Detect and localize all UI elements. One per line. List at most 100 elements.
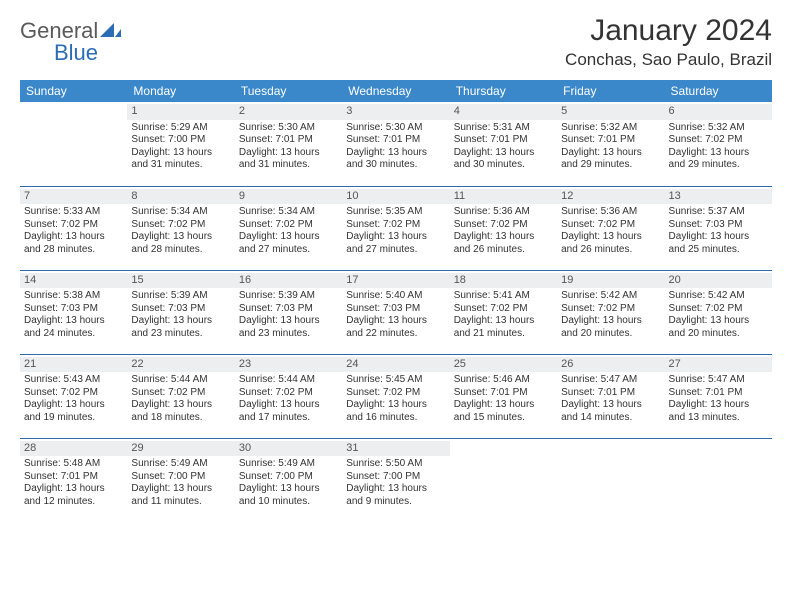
calendar-cell: 15Sunrise: 5:39 AMSunset: 7:03 PMDayligh… bbox=[127, 270, 234, 354]
weekday-header-row: Sunday Monday Tuesday Wednesday Thursday… bbox=[20, 80, 772, 102]
daylight-text: Daylight: 13 hours and 20 minutes. bbox=[561, 315, 660, 340]
calendar-cell: 25Sunrise: 5:46 AMSunset: 7:01 PMDayligh… bbox=[450, 354, 557, 438]
logo-text-blue: Blue bbox=[54, 40, 98, 65]
calendar-cell: 22Sunrise: 5:44 AMSunset: 7:02 PMDayligh… bbox=[127, 354, 234, 438]
day-number: 26 bbox=[557, 357, 664, 373]
daylight-text: Daylight: 13 hours and 28 minutes. bbox=[24, 231, 123, 256]
day-number: 19 bbox=[557, 273, 664, 289]
day-number: 18 bbox=[450, 273, 557, 289]
daylight-text: Daylight: 13 hours and 17 minutes. bbox=[239, 399, 338, 424]
sunset-text: Sunset: 7:00 PM bbox=[131, 134, 230, 147]
day-number: 7 bbox=[20, 189, 127, 205]
sunrise-text: Sunrise: 5:44 AM bbox=[131, 374, 230, 387]
calendar-week-row: 14Sunrise: 5:38 AMSunset: 7:03 PMDayligh… bbox=[20, 270, 772, 354]
calendar-table: Sunday Monday Tuesday Wednesday Thursday… bbox=[20, 80, 772, 522]
daylight-text: Daylight: 13 hours and 30 minutes. bbox=[346, 147, 445, 172]
day-number: 30 bbox=[235, 441, 342, 457]
calendar-cell: 20Sunrise: 5:42 AMSunset: 7:02 PMDayligh… bbox=[665, 270, 772, 354]
calendar-cell: 12Sunrise: 5:36 AMSunset: 7:02 PMDayligh… bbox=[557, 186, 664, 270]
calendar-cell: 1Sunrise: 5:29 AMSunset: 7:00 PMDaylight… bbox=[127, 102, 234, 186]
sunset-text: Sunset: 7:03 PM bbox=[346, 303, 445, 316]
calendar-cell: 16Sunrise: 5:39 AMSunset: 7:03 PMDayligh… bbox=[235, 270, 342, 354]
sunset-text: Sunset: 7:01 PM bbox=[24, 471, 123, 484]
day-number: 8 bbox=[127, 189, 234, 205]
sunrise-text: Sunrise: 5:30 AM bbox=[346, 122, 445, 135]
sunrise-text: Sunrise: 5:45 AM bbox=[346, 374, 445, 387]
daylight-text: Daylight: 13 hours and 28 minutes. bbox=[131, 231, 230, 256]
sunrise-text: Sunrise: 5:35 AM bbox=[346, 206, 445, 219]
calendar-week-row: 28Sunrise: 5:48 AMSunset: 7:01 PMDayligh… bbox=[20, 438, 772, 522]
calendar-cell: 4Sunrise: 5:31 AMSunset: 7:01 PMDaylight… bbox=[450, 102, 557, 186]
location: Conchas, Sao Paulo, Brazil bbox=[565, 50, 772, 70]
calendar-cell: 29Sunrise: 5:49 AMSunset: 7:00 PMDayligh… bbox=[127, 438, 234, 522]
calendar-cell: 11Sunrise: 5:36 AMSunset: 7:02 PMDayligh… bbox=[450, 186, 557, 270]
sunrise-text: Sunrise: 5:39 AM bbox=[131, 290, 230, 303]
calendar-cell: 14Sunrise: 5:38 AMSunset: 7:03 PMDayligh… bbox=[20, 270, 127, 354]
sunrise-text: Sunrise: 5:49 AM bbox=[131, 458, 230, 471]
sunset-text: Sunset: 7:02 PM bbox=[561, 303, 660, 316]
day-number: 5 bbox=[557, 104, 664, 120]
calendar-cell: 3Sunrise: 5:30 AMSunset: 7:01 PMDaylight… bbox=[342, 102, 449, 186]
daylight-text: Daylight: 13 hours and 11 minutes. bbox=[131, 483, 230, 508]
day-number: 10 bbox=[342, 189, 449, 205]
sunset-text: Sunset: 7:02 PM bbox=[24, 219, 123, 232]
sunset-text: Sunset: 7:02 PM bbox=[454, 303, 553, 316]
sunrise-text: Sunrise: 5:50 AM bbox=[346, 458, 445, 471]
sunrise-text: Sunrise: 5:48 AM bbox=[24, 458, 123, 471]
daylight-text: Daylight: 13 hours and 25 minutes. bbox=[669, 231, 768, 256]
daylight-text: Daylight: 13 hours and 16 minutes. bbox=[346, 399, 445, 424]
daylight-text: Daylight: 13 hours and 13 minutes. bbox=[669, 399, 768, 424]
daylight-text: Daylight: 13 hours and 30 minutes. bbox=[454, 147, 553, 172]
calendar-cell: 8Sunrise: 5:34 AMSunset: 7:02 PMDaylight… bbox=[127, 186, 234, 270]
title-block: January 2024 Conchas, Sao Paulo, Brazil bbox=[565, 14, 772, 70]
day-number: 1 bbox=[127, 104, 234, 120]
sunrise-text: Sunrise: 5:44 AM bbox=[239, 374, 338, 387]
logo: GeneralBlue bbox=[20, 20, 122, 64]
day-number: 13 bbox=[665, 189, 772, 205]
calendar-cell: 23Sunrise: 5:44 AMSunset: 7:02 PMDayligh… bbox=[235, 354, 342, 438]
weekday-header: Tuesday bbox=[235, 80, 342, 102]
sunset-text: Sunset: 7:02 PM bbox=[346, 387, 445, 400]
weekday-header: Friday bbox=[557, 80, 664, 102]
sunrise-text: Sunrise: 5:43 AM bbox=[24, 374, 123, 387]
daylight-text: Daylight: 13 hours and 29 minutes. bbox=[669, 147, 768, 172]
sunrise-text: Sunrise: 5:41 AM bbox=[454, 290, 553, 303]
weekday-header: Monday bbox=[127, 80, 234, 102]
calendar-cell: 6Sunrise: 5:32 AMSunset: 7:02 PMDaylight… bbox=[665, 102, 772, 186]
calendar-cell bbox=[20, 102, 127, 186]
sunset-text: Sunset: 7:01 PM bbox=[561, 387, 660, 400]
sunset-text: Sunset: 7:00 PM bbox=[346, 471, 445, 484]
sunset-text: Sunset: 7:01 PM bbox=[561, 134, 660, 147]
daylight-text: Daylight: 13 hours and 26 minutes. bbox=[561, 231, 660, 256]
calendar-cell bbox=[557, 438, 664, 522]
sunrise-text: Sunrise: 5:39 AM bbox=[239, 290, 338, 303]
month-title: January 2024 bbox=[565, 14, 772, 48]
day-number: 11 bbox=[450, 189, 557, 205]
daylight-text: Daylight: 13 hours and 14 minutes. bbox=[561, 399, 660, 424]
calendar-cell: 9Sunrise: 5:34 AMSunset: 7:02 PMDaylight… bbox=[235, 186, 342, 270]
daylight-text: Daylight: 13 hours and 12 minutes. bbox=[24, 483, 123, 508]
day-number: 22 bbox=[127, 357, 234, 373]
sunrise-text: Sunrise: 5:40 AM bbox=[346, 290, 445, 303]
daylight-text: Daylight: 13 hours and 26 minutes. bbox=[454, 231, 553, 256]
calendar-cell: 30Sunrise: 5:49 AMSunset: 7:00 PMDayligh… bbox=[235, 438, 342, 522]
sunrise-text: Sunrise: 5:47 AM bbox=[561, 374, 660, 387]
day-number: 25 bbox=[450, 357, 557, 373]
daylight-text: Daylight: 13 hours and 15 minutes. bbox=[454, 399, 553, 424]
sunset-text: Sunset: 7:02 PM bbox=[561, 219, 660, 232]
sunrise-text: Sunrise: 5:49 AM bbox=[239, 458, 338, 471]
daylight-text: Daylight: 13 hours and 23 minutes. bbox=[239, 315, 338, 340]
calendar-body: 1Sunrise: 5:29 AMSunset: 7:00 PMDaylight… bbox=[20, 102, 772, 522]
sunrise-text: Sunrise: 5:47 AM bbox=[669, 374, 768, 387]
sunset-text: Sunset: 7:02 PM bbox=[131, 219, 230, 232]
sunrise-text: Sunrise: 5:34 AM bbox=[131, 206, 230, 219]
day-number: 4 bbox=[450, 104, 557, 120]
daylight-text: Daylight: 13 hours and 23 minutes. bbox=[131, 315, 230, 340]
day-number: 14 bbox=[20, 273, 127, 289]
calendar-cell: 26Sunrise: 5:47 AMSunset: 7:01 PMDayligh… bbox=[557, 354, 664, 438]
day-number: 17 bbox=[342, 273, 449, 289]
calendar-cell: 21Sunrise: 5:43 AMSunset: 7:02 PMDayligh… bbox=[20, 354, 127, 438]
header: GeneralBlue January 2024 Conchas, Sao Pa… bbox=[20, 14, 772, 70]
sunset-text: Sunset: 7:01 PM bbox=[669, 387, 768, 400]
sunset-text: Sunset: 7:00 PM bbox=[131, 471, 230, 484]
